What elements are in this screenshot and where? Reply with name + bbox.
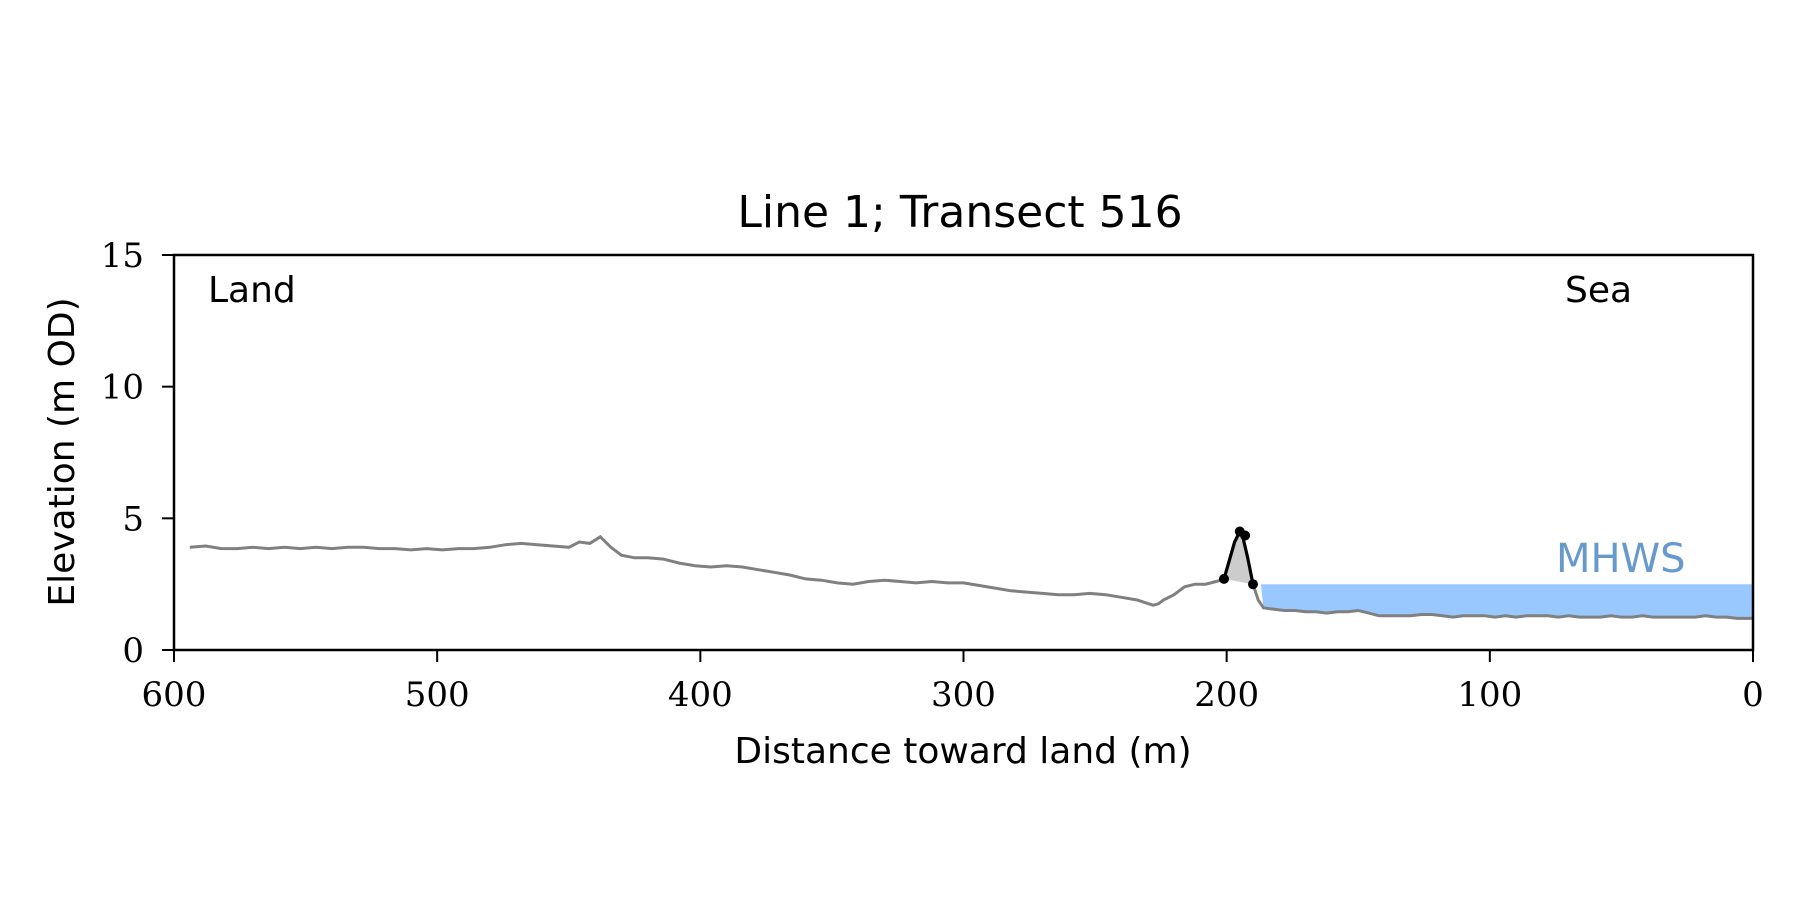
x-tick-label: 600 xyxy=(142,675,207,715)
land-label: Land xyxy=(208,270,296,311)
y-tick-label: 0 xyxy=(122,631,144,671)
x-tick-label: 400 xyxy=(668,675,733,715)
dune-point xyxy=(1248,579,1258,590)
y-tick-label: 5 xyxy=(122,499,144,539)
x-tick-label: 200 xyxy=(1194,675,1259,715)
mhws-label: MHWS xyxy=(1556,536,1686,582)
y-axis: 0 5 10 15 xyxy=(101,236,174,671)
dune-fill xyxy=(1224,531,1253,585)
x-tick-label: 0 xyxy=(1742,675,1764,715)
x-tick-label: 500 xyxy=(405,675,470,715)
profile-line-land xyxy=(189,534,1225,607)
chart-title: Line 1; Transect 516 xyxy=(737,187,1182,238)
y-tick-label: 15 xyxy=(101,236,144,276)
x-tick-label: 300 xyxy=(931,675,996,715)
profile-line-sea xyxy=(1251,583,1753,620)
plot-area xyxy=(189,526,1753,620)
dune-point xyxy=(1219,573,1229,584)
x-axis-label: Distance toward land (m) xyxy=(734,731,1191,772)
y-axis-label: Elevation (m OD) xyxy=(42,297,83,606)
x-axis: 600 500 400 300 200 100 0 xyxy=(142,650,1764,715)
sea-label: Sea xyxy=(1565,270,1632,311)
x-tick-label: 100 xyxy=(1457,675,1522,715)
y-tick-label: 10 xyxy=(101,368,144,408)
dune-point xyxy=(1240,530,1251,541)
mhws-band xyxy=(1260,584,1753,619)
